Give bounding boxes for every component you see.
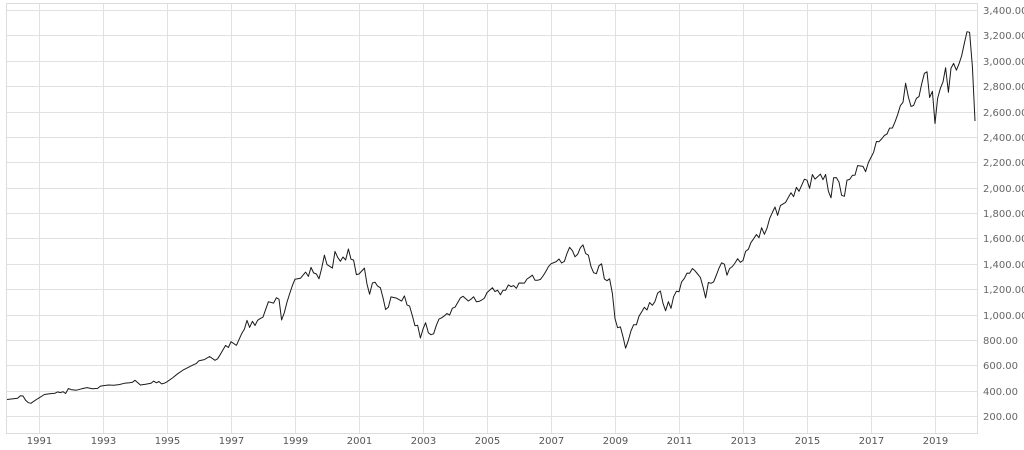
y-tick-label: 2,000.00 [983, 184, 1024, 195]
y-tick-label: 600.00 [983, 361, 1018, 372]
y-tick-label: 3,200.00 [983, 31, 1024, 42]
x-tick-label: 2007 [539, 436, 564, 447]
series-line [6, 31, 976, 404]
x-tick-label: 2003 [411, 436, 436, 447]
x-tick-label: 2015 [795, 436, 820, 447]
y-tick-label: 200.00 [983, 412, 1018, 423]
plot-frame [6, 3, 978, 434]
x-tick-label: 1991 [27, 436, 52, 447]
x-tick-label: 1995 [155, 436, 180, 447]
x-tick-label: 2011 [667, 436, 692, 447]
y-tick-label: 1,000.00 [983, 311, 1024, 322]
y-tick-label: 3,000.00 [983, 57, 1024, 68]
y-tick-label: 400.00 [983, 387, 1018, 398]
x-axis: 1991 1993 1995 1997 1999 2001 2003 2005 2007 2009… [27, 436, 948, 447]
y-tick-label: 2,200.00 [983, 158, 1024, 169]
y-tick-label: 800.00 [983, 336, 1018, 347]
x-tick-label: 1999 [283, 436, 308, 447]
y-tick-label: 2,400.00 [983, 133, 1024, 144]
y-tick-label: 2,600.00 [983, 108, 1024, 119]
y-tick-label: 3,400.00 [983, 6, 1024, 17]
x-tick-label: 2009 [603, 436, 628, 447]
x-tick-label: 2013 [731, 436, 756, 447]
gridlines [6, 3, 978, 434]
y-tick-label: 1,800.00 [983, 209, 1024, 220]
x-tick-label: 2019 [923, 436, 948, 447]
y-axis: 200.00 400.00 600.00 800.00 1,000.00 1,200.00… [983, 6, 1024, 423]
x-tick-label: 2017 [859, 436, 884, 447]
x-tick-label: 1993 [91, 436, 116, 447]
y-tick-label: 1,400.00 [983, 260, 1024, 271]
x-tick-label: 2005 [475, 436, 500, 447]
x-tick-label: 1997 [219, 436, 244, 447]
x-tick-label: 2001 [347, 436, 372, 447]
y-tick-label: 2,800.00 [983, 82, 1024, 93]
y-tick-label: 1,200.00 [983, 285, 1024, 296]
y-tick-label: 1,600.00 [983, 234, 1024, 245]
